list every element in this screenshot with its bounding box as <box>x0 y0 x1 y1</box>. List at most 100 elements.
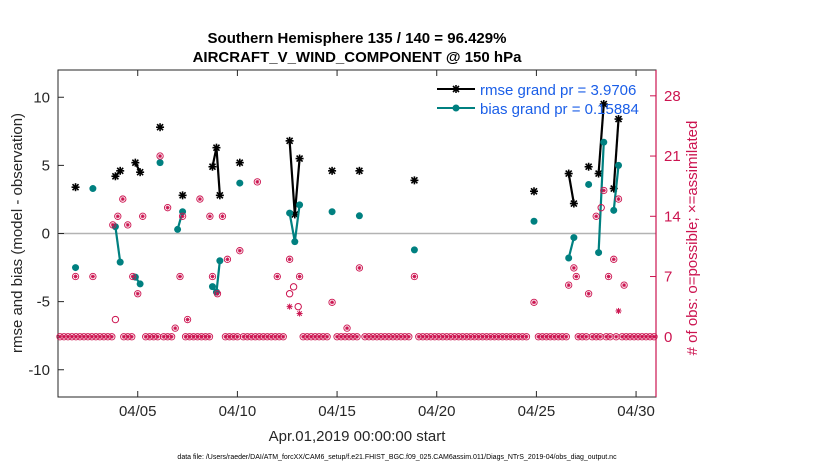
bias-point <box>530 217 538 225</box>
obs-count-point <box>134 290 142 298</box>
obs-count-point <box>572 272 580 281</box>
rmse-point <box>328 166 337 175</box>
series-line <box>597 103 605 174</box>
rmse-point <box>215 191 224 200</box>
rmse-point <box>156 123 165 132</box>
obs-count-point <box>124 221 132 229</box>
obs-count-point <box>108 333 116 341</box>
obs-count-point <box>562 333 570 341</box>
rmse-point <box>295 154 304 163</box>
rmse-point <box>178 191 187 200</box>
obs-count-point <box>600 186 608 195</box>
rmse-point <box>530 187 539 196</box>
rmse-point <box>131 158 140 167</box>
y-right-tick-label: 28 <box>664 88 681 105</box>
obs-assimilated-point <box>296 310 303 317</box>
rmse-point <box>564 169 573 178</box>
obs-count-point <box>279 333 287 341</box>
y-right-tick-label: 21 <box>664 148 681 165</box>
obs-count-point <box>610 255 618 263</box>
obs-count-point <box>530 298 538 306</box>
obs-possible-point <box>285 290 294 298</box>
obs-count-point <box>518 333 527 341</box>
rmse-point <box>116 166 125 175</box>
chart-title: Southern Hemisphere 135 / 140 = 96.429% <box>208 30 507 47</box>
obs-count-point <box>205 333 214 341</box>
obs-count-point <box>128 333 136 341</box>
obs-count-point <box>156 152 164 160</box>
x-tick-label: 04/05 <box>119 403 157 420</box>
series-layer <box>56 100 658 341</box>
series-line <box>114 226 122 263</box>
obs-count-point <box>183 315 192 324</box>
bias-point <box>136 280 144 288</box>
bias-point <box>72 264 80 272</box>
data-file-footer: data file: /Users/raeder/DAI/ATM_forcXX/… <box>177 454 617 461</box>
bias-point <box>216 257 224 265</box>
y-right-axis-label: # of obs: o=possible; ×=assimilated <box>684 121 701 356</box>
obs-count-point <box>71 272 80 281</box>
x-axis-label: Apr.01,2019 00:00:00 start <box>269 428 447 445</box>
bias-point <box>610 206 618 214</box>
obs-count-point <box>178 212 187 220</box>
obs-count-point <box>596 333 604 341</box>
bias-point <box>595 249 603 257</box>
x-tick-label: 04/20 <box>418 403 456 420</box>
bias-point <box>600 138 608 146</box>
obs-count-point <box>355 264 364 272</box>
obs-count-point <box>119 195 127 203</box>
obs-count-point <box>223 255 232 263</box>
bias-point <box>585 180 593 188</box>
rmse-point <box>285 136 294 145</box>
obs-count-point <box>650 333 658 341</box>
y-axis-label: rmse and bias (model - observation) <box>9 113 26 353</box>
obs-count-point <box>109 221 117 229</box>
obs-count-point <box>570 264 578 272</box>
series-line <box>567 237 575 259</box>
obs-count-point <box>56 333 64 341</box>
bias-point <box>296 201 304 209</box>
obs-count-point <box>405 333 413 341</box>
series-line <box>612 165 620 211</box>
bias-point <box>615 161 623 169</box>
obs-count-point <box>285 255 294 263</box>
obs-count-point <box>196 195 204 203</box>
series-5 <box>56 333 658 341</box>
bias-point <box>565 254 573 262</box>
obs-count-point <box>213 290 222 298</box>
obs-count-point <box>171 324 179 332</box>
obs-count-point <box>129 272 137 281</box>
y-tick-label: 10 <box>33 89 50 106</box>
bias-point <box>286 209 294 217</box>
bias-point <box>570 234 578 242</box>
bias-point <box>291 238 299 246</box>
obs-count-point <box>604 272 613 281</box>
y-tick-label: 5 <box>42 157 50 174</box>
bias-point <box>236 179 244 187</box>
bias-point <box>355 212 363 220</box>
obs-count-point <box>89 272 97 281</box>
obs-count-point <box>218 212 227 220</box>
obs-count-point <box>353 333 361 341</box>
y-right-tick-label: 7 <box>664 269 672 286</box>
obs-count-point <box>236 247 244 255</box>
x-tick-label: 04/25 <box>518 403 556 420</box>
obs-possible-point <box>289 283 298 291</box>
rmse-point <box>584 162 593 171</box>
right-axis: 0 7 14 21 28 <box>650 70 681 397</box>
left-axis: -10 -5 0 5 10 <box>28 89 64 379</box>
rmse-point <box>208 162 217 171</box>
legend: rmse grand pr = 3.9706 bias grand pr = 0… <box>437 82 639 118</box>
series-line <box>597 142 605 253</box>
obs-possible-point <box>111 315 120 324</box>
bias-point <box>89 185 97 193</box>
bias-point <box>208 283 216 291</box>
obs-count-point <box>163 204 172 212</box>
bias-point <box>410 246 418 254</box>
obs-count-point <box>620 281 628 289</box>
y-tick-label: -10 <box>28 362 50 379</box>
obs-assimilated-point <box>286 303 293 310</box>
y-tick-label: 0 <box>42 226 50 243</box>
obs-count-point <box>328 298 336 306</box>
bias-point <box>174 225 182 233</box>
